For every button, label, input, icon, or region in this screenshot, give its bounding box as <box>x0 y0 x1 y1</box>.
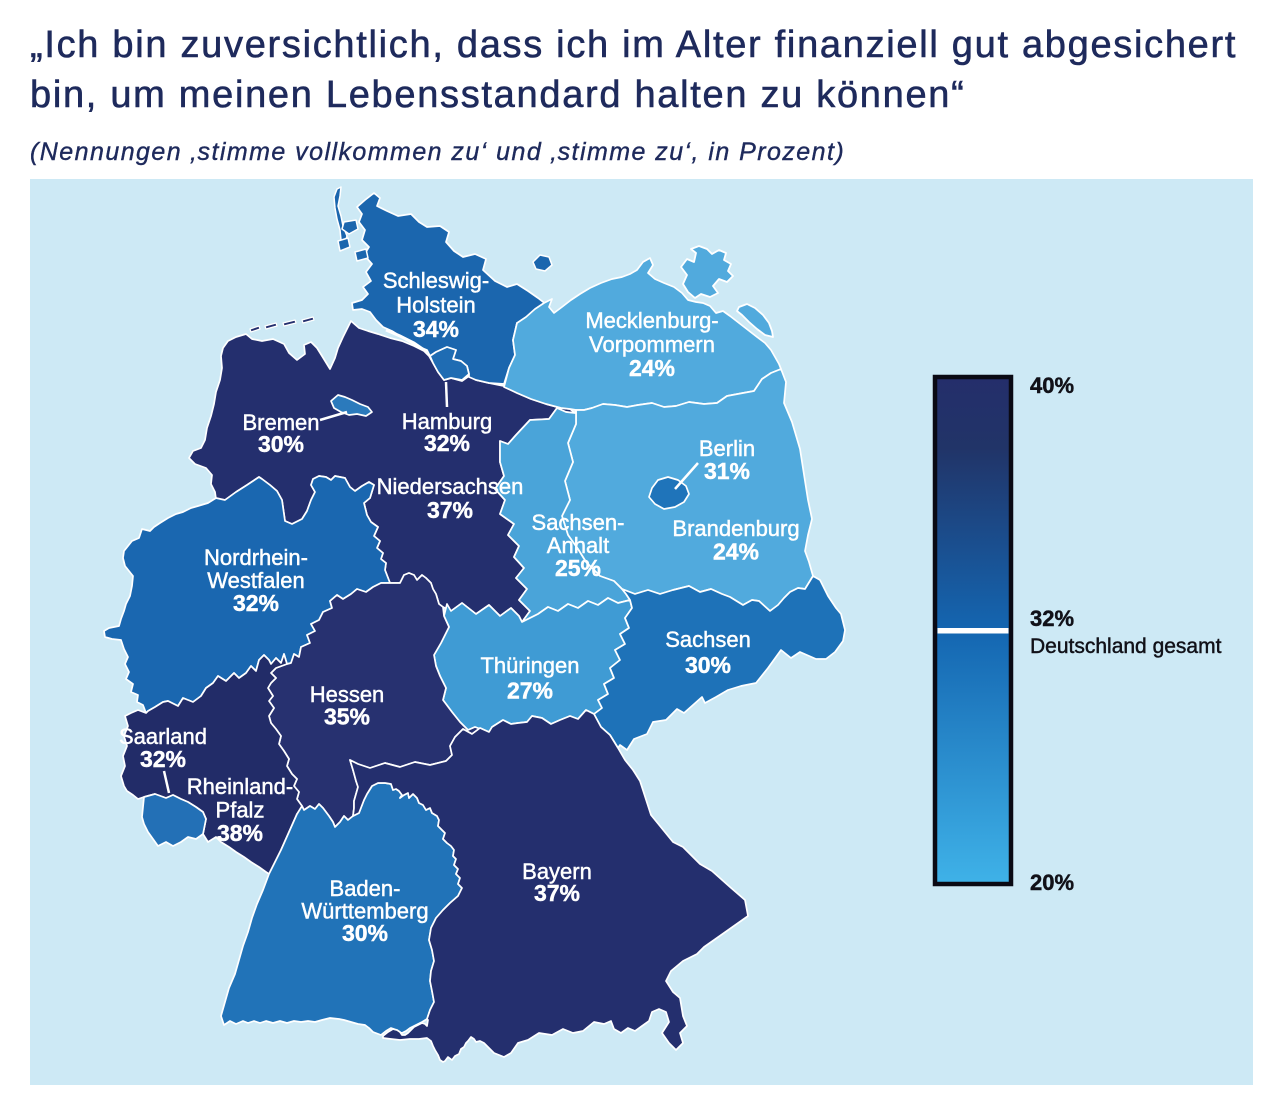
svg-text:Hessen: Hessen <box>310 682 385 707</box>
svg-text:30%: 30% <box>342 920 388 946</box>
svg-text:Nordrhein-: Nordrhein- <box>204 545 308 570</box>
svg-text:32%: 32% <box>1030 606 1074 631</box>
svg-text:Hamburg: Hamburg <box>402 409 492 434</box>
svg-text:Niedersachsen: Niedersachsen <box>377 474 524 499</box>
svg-text:Saarland: Saarland <box>119 724 207 749</box>
svg-text:35%: 35% <box>324 704 370 730</box>
svg-text:40%: 40% <box>1030 373 1074 398</box>
svg-text:27%: 27% <box>507 678 553 704</box>
svg-text:30%: 30% <box>258 431 304 457</box>
svg-text:Westfalen: Westfalen <box>207 568 304 593</box>
svg-text:Holstein: Holstein <box>396 293 475 318</box>
svg-text:32%: 32% <box>233 590 279 616</box>
svg-text:Württemberg: Württemberg <box>301 899 428 924</box>
svg-text:37%: 37% <box>534 880 580 906</box>
svg-text:25%: 25% <box>555 555 601 581</box>
svg-text:24%: 24% <box>629 355 675 381</box>
svg-text:Deutschland gesamt: Deutschland gesamt <box>1030 635 1222 658</box>
svg-text:Schleswig-: Schleswig- <box>383 268 489 293</box>
svg-text:Berlin: Berlin <box>699 436 755 461</box>
svg-text:31%: 31% <box>704 458 750 484</box>
svg-text:37%: 37% <box>427 497 473 523</box>
svg-text:Baden-: Baden- <box>330 876 401 901</box>
svg-text:32%: 32% <box>424 430 470 456</box>
svg-text:Sachsen-: Sachsen- <box>532 510 625 535</box>
svg-text:Bayern: Bayern <box>522 859 592 884</box>
svg-text:34%: 34% <box>413 316 459 342</box>
svg-text:38%: 38% <box>217 820 263 846</box>
svg-text:24%: 24% <box>713 539 759 565</box>
svg-text:Thüringen: Thüringen <box>480 653 579 678</box>
svg-text:Bremen: Bremen <box>242 410 319 435</box>
svg-text:Rheinland-: Rheinland- <box>187 774 293 799</box>
svg-text:Mecklenburg-: Mecklenburg- <box>585 308 718 333</box>
svg-text:Pfalz: Pfalz <box>216 798 265 823</box>
svg-text:30%: 30% <box>685 652 731 678</box>
svg-text:Anhalt: Anhalt <box>547 533 609 558</box>
svg-text:Brandenburg: Brandenburg <box>672 516 799 541</box>
svg-text:Sachsen: Sachsen <box>665 627 751 652</box>
svg-text:32%: 32% <box>140 746 186 772</box>
svg-text:20%: 20% <box>1030 870 1074 895</box>
svg-text:Vorpommern: Vorpommern <box>589 332 715 357</box>
